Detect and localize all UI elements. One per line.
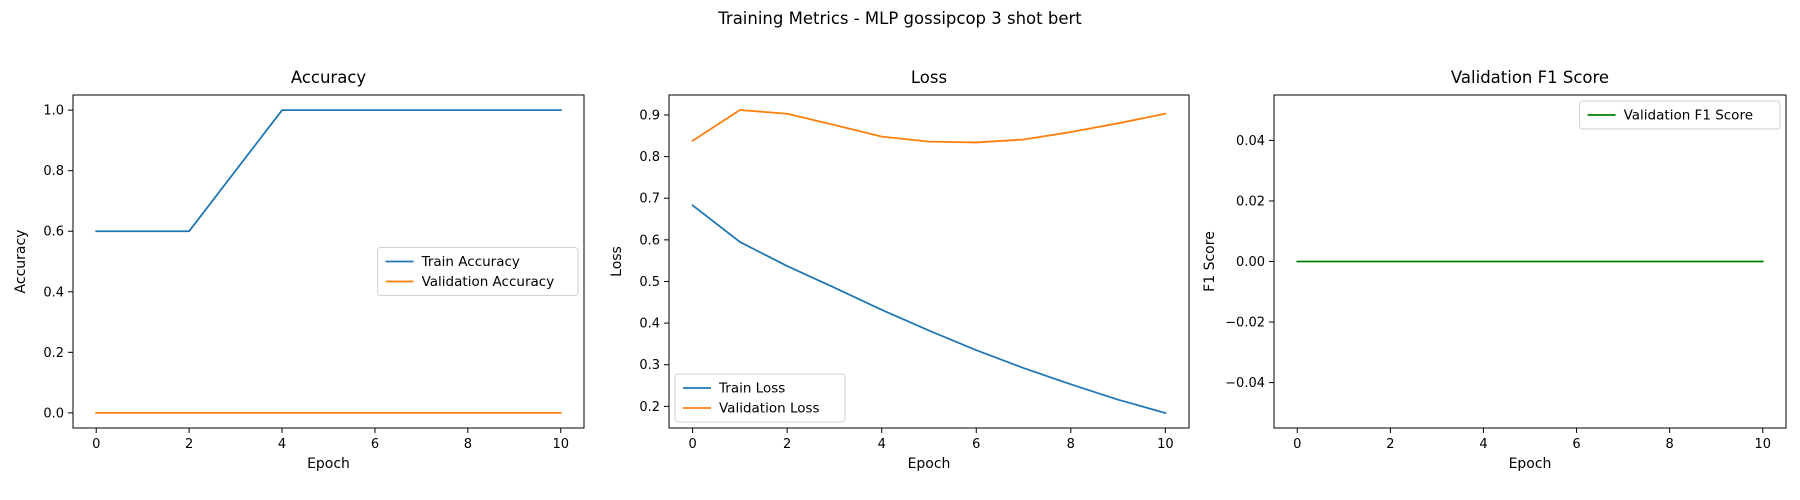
- x-tick-label: 0: [688, 437, 696, 452]
- y-tick-label: 0.6: [639, 233, 660, 248]
- y-tick-label: 0.04: [1236, 134, 1265, 149]
- x-tick-label: 6: [371, 437, 379, 452]
- legend-entry-label: Train Accuracy: [421, 254, 520, 270]
- chart-panel-2: Loss 0 2 4 6 8 10 0.2 0.3 0.4 0.5 0.6 0.7 0.8 0.9 Epoch…: [609, 68, 1190, 472]
- axes-frame: [668, 94, 1190, 429]
- y-tick-label: 0.4: [639, 317, 660, 332]
- legend: Train Accuracy Validation Accuracy: [377, 247, 579, 296]
- y-tick-label: 0.02: [1236, 194, 1265, 209]
- x-tick-label: 10: [552, 437, 569, 452]
- chart-panel-3: Validation F1 Score 0 2 4 6 8 10 −0.04 −0.02 0.00…: [1202, 68, 1787, 472]
- chart-panel-1: Accuracy 0 2 4 6 8 10 0.0 0.2 0.4 0.6 0.8 1.0 Epoch Ac…: [13, 68, 585, 472]
- y-tick-label: 0.8: [639, 150, 660, 165]
- legend: Validation F1 Score: [1579, 100, 1781, 130]
- legend-box: [1579, 100, 1781, 130]
- y-tick-label: 0.5: [639, 275, 660, 290]
- y-tick-label: 0.4: [43, 285, 64, 300]
- x-tick-label: 4: [278, 437, 286, 452]
- y-tick-label: 0.3: [639, 358, 660, 373]
- x-tick-label: 0: [92, 437, 100, 452]
- y-tick-label: 0.2: [43, 346, 64, 361]
- legend-entry-label: Train Loss: [718, 381, 785, 397]
- x-tick-label: 2: [185, 437, 193, 452]
- x-axis-label: Epoch: [908, 456, 951, 472]
- x-axis-label: Epoch: [1509, 456, 1552, 472]
- series-line-train-accuracy: [95, 109, 562, 233]
- x-tick-label: 8: [1665, 437, 1673, 452]
- y-tick-label: 0.8: [43, 164, 64, 179]
- x-tick-label: 2: [1386, 437, 1394, 452]
- x-axis-label: Epoch: [307, 456, 350, 472]
- y-tick-label: 0.0: [43, 406, 64, 421]
- x-tick-label: 4: [878, 437, 886, 452]
- x-tick-label: 8: [1067, 437, 1075, 452]
- chart-title: Validation F1 Score: [1451, 68, 1609, 87]
- y-tick-label: 0.2: [639, 400, 660, 415]
- x-tick-label: 10: [1754, 437, 1771, 452]
- legend-box: [674, 373, 846, 423]
- legend-entry-label: Validation F1 Score: [1624, 108, 1753, 124]
- x-tick-label: 2: [783, 437, 791, 452]
- chart-title: Accuracy: [291, 68, 367, 87]
- x-tick-label: 6: [1572, 437, 1580, 452]
- figure-suptitle: Training Metrics - MLP gossipcop 3 shot …: [717, 9, 1082, 28]
- x-tick-label: 6: [972, 437, 980, 452]
- y-tick-label: 0.7: [639, 192, 660, 207]
- y-axis-label: Loss: [609, 246, 625, 277]
- y-tick-label: 1.0: [43, 104, 64, 119]
- y-axis-label: Accuracy: [13, 230, 29, 294]
- y-tick-label: 0.00: [1236, 255, 1265, 270]
- axes-frame: [72, 94, 585, 429]
- legend-entry-label: Validation Loss: [719, 401, 820, 417]
- x-tick-label: 10: [1157, 437, 1174, 452]
- series-line-train-loss: [691, 204, 1167, 415]
- x-tick-label: 4: [1479, 437, 1487, 452]
- legend: Train Loss Validation Loss: [674, 373, 846, 423]
- legend-entry-label: Validation Accuracy: [422, 274, 555, 290]
- chart-title: Loss: [911, 68, 947, 87]
- y-tick-label: 0.6: [43, 225, 64, 240]
- legend-box: [377, 247, 579, 296]
- series-line-validation-loss: [691, 109, 1167, 144]
- x-tick-label: 0: [1293, 437, 1301, 452]
- y-tick-label: −0.02: [1225, 316, 1265, 331]
- y-axis-label: F1 Score: [1202, 231, 1218, 292]
- y-tick-label: −0.04: [1225, 376, 1265, 391]
- y-tick-label: 0.9: [639, 108, 660, 123]
- x-tick-label: 8: [464, 437, 472, 452]
